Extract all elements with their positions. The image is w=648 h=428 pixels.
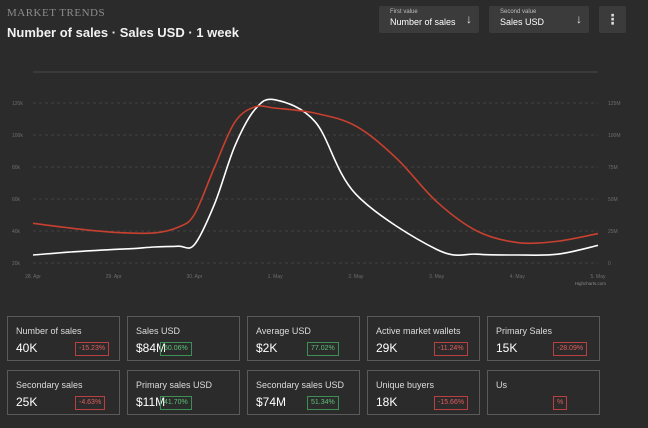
stat-value: 40K	[16, 341, 38, 355]
stat-change-badge: 50.06%	[160, 342, 192, 356]
y-right-tick-label: 0	[608, 261, 611, 267]
more-vertical-icon: ⋮	[605, 11, 620, 27]
stat-card: Secondary sales USD $74M 51.34%	[247, 370, 360, 415]
x-tick-label: 3. May	[429, 274, 445, 280]
chart-credit: Highcharts.com	[575, 281, 607, 286]
stat-name: Average USD	[256, 326, 311, 336]
stat-card: Number of sales 40K -15.23%	[7, 316, 120, 361]
stat-card: Secondary sales 25K -4.63%	[7, 370, 120, 415]
second-value-current: Sales USD	[500, 17, 545, 27]
stat-name: Secondary sales USD	[256, 380, 345, 390]
stat-card: Unique buyers 18K -15.66%	[367, 370, 480, 415]
stat-card: Sales USD $84M 50.06%	[127, 316, 240, 361]
stat-change-badge: -15.66%	[434, 396, 469, 410]
y-left-tick-label: 80k	[12, 165, 21, 171]
y-left-tick-label: 60k	[12, 197, 21, 203]
y-left-tick-label: 20k	[12, 261, 21, 267]
x-tick-label: 29. Apr	[106, 274, 122, 280]
x-tick-label: 4. May	[510, 274, 526, 280]
first-value-current: Number of sales	[390, 17, 456, 27]
x-tick-label: 30. Apr	[186, 274, 202, 280]
x-tick-label: 1. May	[268, 274, 284, 280]
stat-card: Average USD $2K 77.02%	[247, 316, 360, 361]
brand-logo: MARKET TRENDS	[7, 7, 106, 19]
y-left-tick-label: 40k	[12, 229, 21, 235]
stat-value: $84M	[136, 341, 167, 355]
x-tick-label: 5. May	[590, 274, 606, 280]
stat-change-badge: 41.70%	[160, 396, 192, 410]
y-right-tick-label: 125M	[608, 101, 621, 107]
x-tick-label: 2. May	[348, 274, 364, 280]
stat-value: $2K	[256, 341, 278, 355]
stat-value: 18K	[376, 395, 398, 409]
y-axis-right: 0 25M 50M 75M 100M 125M	[608, 101, 621, 267]
y-axis-left: 20k 40k 60k 80k 100k 120k	[12, 101, 23, 267]
first-value-label: First value	[390, 9, 418, 15]
stat-name: Us	[496, 380, 507, 390]
chart-series	[32, 98, 599, 256]
y-right-tick-label: 50M	[608, 197, 618, 203]
stat-name: Secondary sales	[16, 380, 83, 390]
stat-name: Primary Sales	[496, 326, 553, 336]
stat-card: Us%	[487, 370, 600, 415]
stat-change-badge: 51.34%	[307, 396, 339, 410]
stat-change-badge: %	[553, 396, 568, 410]
series-line-number-of-sales	[32, 98, 599, 256]
stat-change-badge: -4.63%	[75, 396, 106, 410]
y-left-tick-label: 120k	[12, 101, 23, 107]
x-tick-label: 28. Apr	[25, 274, 41, 280]
more-options-button[interactable]: ⋮	[599, 6, 626, 33]
stat-value: $74M	[256, 395, 287, 409]
y-right-tick-label: 25M	[608, 229, 618, 235]
y-right-tick-label: 75M	[608, 165, 618, 171]
second-value-select[interactable]: Second value Sales USD ↓	[489, 6, 589, 33]
x-axis: 28. Apr 29. Apr 30. Apr 1. May 2. May 3. May 4…	[25, 274, 606, 280]
stat-value: $11M	[136, 395, 166, 409]
stat-name: Unique buyers	[376, 380, 435, 390]
stat-value: 29K	[376, 341, 398, 355]
stat-card: Active market wallets 29K -11.24%	[367, 316, 480, 361]
series-line-sales-usd	[32, 105, 599, 245]
stat-name: Sales USD	[136, 326, 181, 336]
chart-grid	[33, 71, 598, 264]
arrow-down-icon: ↓	[576, 12, 582, 26]
second-value-label: Second value	[500, 9, 537, 15]
stat-name: Active market wallets	[376, 326, 461, 336]
stat-value: 25K	[16, 395, 38, 409]
y-right-tick-label: 100M	[608, 133, 621, 139]
first-value-select[interactable]: First value Number of sales ↓	[379, 6, 479, 33]
y-left-tick-label: 100k	[12, 133, 23, 139]
stat-name: Primary sales USD	[136, 380, 213, 390]
stat-change-badge: -11.24%	[434, 342, 468, 356]
stat-change-badge: 77.02%	[307, 342, 339, 356]
stat-card: Primary sales USD $11M 41.70%	[127, 370, 240, 415]
stat-change-badge: -15.23%	[75, 342, 110, 356]
stat-name: Number of sales	[16, 326, 82, 336]
stat-value: 15K	[496, 341, 518, 355]
stat-change-badge: -28.09%	[553, 342, 588, 356]
arrow-down-icon: ↓	[466, 12, 472, 26]
stat-card: Primary Sales 15K -28.09%	[487, 316, 600, 361]
chart-title: Number of sales · Sales USD · 1 week	[7, 25, 239, 40]
